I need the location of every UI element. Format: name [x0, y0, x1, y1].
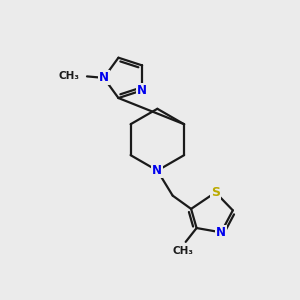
Text: N: N: [216, 226, 226, 239]
Text: N: N: [137, 84, 147, 97]
Text: CH₃: CH₃: [173, 246, 194, 256]
Text: N: N: [99, 71, 109, 84]
Text: N: N: [152, 164, 162, 177]
Text: CH₃: CH₃: [58, 71, 79, 81]
Text: S: S: [211, 186, 220, 199]
